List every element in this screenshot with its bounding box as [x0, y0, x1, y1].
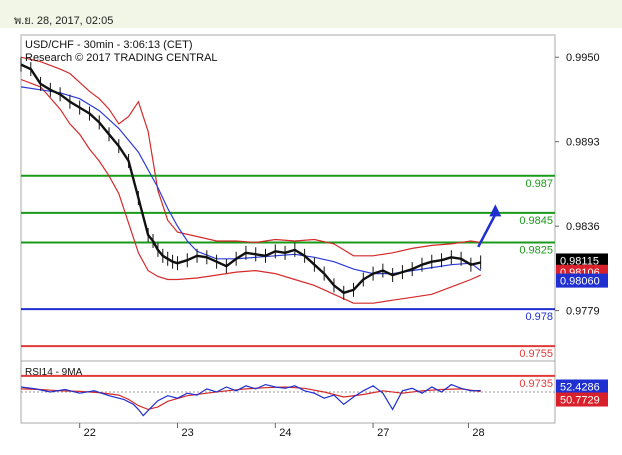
x-tick-label-0: 22	[84, 427, 96, 439]
chart-title: USD/CHF - 30min - 3:06:13 (CET)	[25, 39, 192, 51]
projection-arrow-line	[477, 213, 497, 248]
rsi-ma-line	[20, 386, 481, 411]
y-tick-label-2: 0.9836	[566, 221, 600, 233]
level-label-3: 0.978	[525, 311, 553, 323]
projection	[477, 204, 502, 248]
rsi-badge-label-0: 52.4286	[560, 381, 600, 393]
x-tick-label-3: 27	[377, 427, 389, 439]
date-bar: พ.ย. 28, 2017, 02:05	[0, 0, 622, 28]
rsi-badge-label-1: 50.7729	[560, 395, 600, 407]
level-label-1: 0.9845	[519, 215, 553, 227]
x-tick-label-2: 24	[279, 427, 291, 439]
projection-arrow-head	[489, 204, 502, 217]
rsi-badge-1	[556, 392, 608, 407]
bollinger-lower-line	[20, 78, 481, 304]
date-time: พ.ย. 28, 2017, 02:05	[14, 15, 114, 27]
chart-subtitle: Research © 2017 TRADING CENTRAL	[25, 52, 218, 64]
rsi-badge-0	[556, 379, 608, 394]
rsi-title: RSI14 - 9MA	[25, 367, 83, 378]
x-tick-label-1: 23	[181, 427, 193, 439]
level-label-5: 0.9735	[519, 378, 553, 390]
price-badge-2	[556, 273, 608, 288]
axes: 0.9950 0.9893 0.9836 0.9779 22 23 24 27 28 0.9811…	[79, 52, 608, 439]
level-label-4: 0.9755	[519, 348, 553, 360]
price-badge-0	[556, 253, 608, 268]
y-tick-label-0: 0.9950	[566, 52, 600, 64]
levels: 0.987 0.9845 0.9825 0.978 0.9755 0.9735	[21, 174, 555, 390]
rsi-line	[20, 383, 481, 417]
level-label-2: 0.9825	[519, 244, 553, 256]
y-tick-label-1: 0.9893	[566, 137, 600, 149]
price-series	[20, 57, 482, 300]
main-plot-frame	[20, 34, 556, 362]
bollinger-upper-line	[20, 56, 481, 257]
price-badge-label-0: 0.98115	[560, 255, 599, 267]
y-tick-label-3: 0.9779	[566, 306, 600, 318]
level-label-0: 0.987	[525, 178, 553, 190]
price-badge-label-2: 0.98060	[560, 276, 600, 288]
x-tick-label-4: 28	[472, 427, 484, 439]
